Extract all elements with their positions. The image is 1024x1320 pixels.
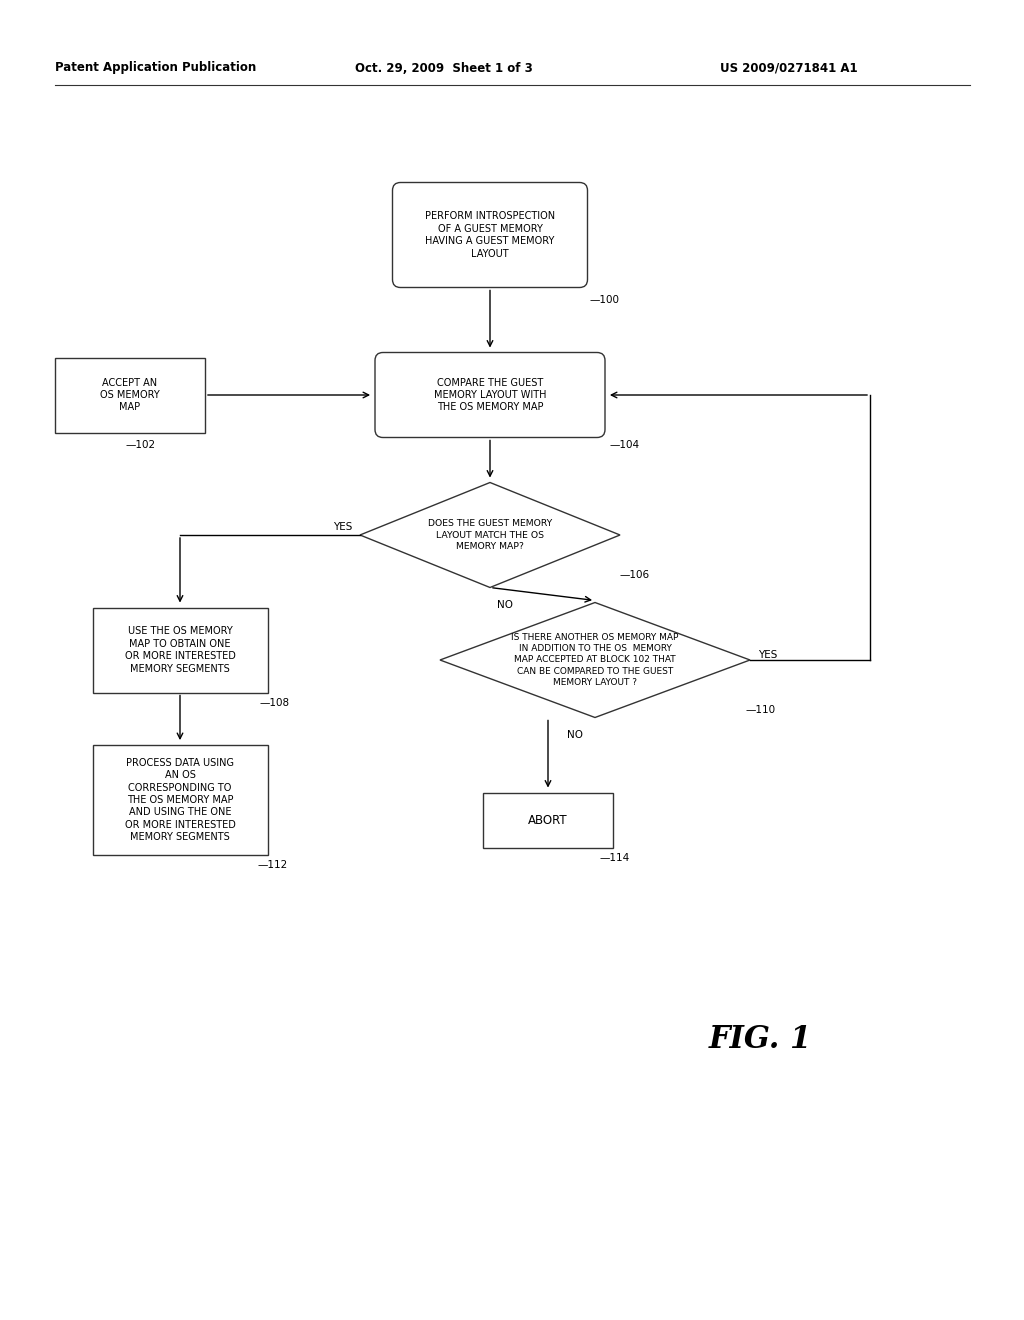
- Text: —114: —114: [600, 853, 630, 863]
- Text: FIG. 1: FIG. 1: [709, 1024, 812, 1056]
- Text: ACCEPT AN
OS MEMORY
MAP: ACCEPT AN OS MEMORY MAP: [100, 378, 160, 412]
- Text: —104: —104: [610, 440, 640, 450]
- Text: Oct. 29, 2009  Sheet 1 of 3: Oct. 29, 2009 Sheet 1 of 3: [355, 62, 532, 74]
- Text: —102: —102: [125, 440, 155, 450]
- Text: YES: YES: [333, 521, 352, 532]
- Bar: [483, 792, 613, 847]
- Text: Patent Application Publication: Patent Application Publication: [55, 62, 256, 74]
- Bar: [92, 607, 267, 693]
- Bar: [55, 358, 205, 433]
- Text: YES: YES: [758, 649, 777, 660]
- Text: —112: —112: [258, 861, 288, 870]
- Text: —106: —106: [620, 570, 650, 579]
- Text: US 2009/0271841 A1: US 2009/0271841 A1: [720, 62, 858, 74]
- Text: PERFORM INTROSPECTION
OF A GUEST MEMORY
HAVING A GUEST MEMORY
LAYOUT: PERFORM INTROSPECTION OF A GUEST MEMORY …: [425, 211, 555, 259]
- Bar: [92, 744, 267, 855]
- FancyBboxPatch shape: [375, 352, 605, 437]
- Text: DOES THE GUEST MEMORY
LAYOUT MATCH THE OS
MEMORY MAP?: DOES THE GUEST MEMORY LAYOUT MATCH THE O…: [428, 519, 552, 550]
- Text: —110: —110: [745, 705, 775, 715]
- Text: COMPARE THE GUEST
MEMORY LAYOUT WITH
THE OS MEMORY MAP: COMPARE THE GUEST MEMORY LAYOUT WITH THE…: [434, 378, 546, 412]
- Text: USE THE OS MEMORY
MAP TO OBTAIN ONE
OR MORE INTERESTED
MEMORY SEGMENTS: USE THE OS MEMORY MAP TO OBTAIN ONE OR M…: [125, 627, 236, 673]
- Text: —108: —108: [260, 698, 290, 708]
- Text: PROCESS DATA USING
AN OS
CORRESPONDING TO
THE OS MEMORY MAP
AND USING THE ONE
OR: PROCESS DATA USING AN OS CORRESPONDING T…: [125, 758, 236, 842]
- FancyBboxPatch shape: [392, 182, 588, 288]
- Text: —100: —100: [590, 294, 620, 305]
- Text: NO: NO: [567, 730, 583, 739]
- Text: IS THERE ANOTHER OS MEMORY MAP
IN ADDITION TO THE OS  MEMORY
MAP ACCEPTED AT BLO: IS THERE ANOTHER OS MEMORY MAP IN ADDITI…: [511, 634, 679, 686]
- Text: ABORT: ABORT: [528, 813, 568, 826]
- Polygon shape: [440, 602, 750, 718]
- Polygon shape: [360, 483, 620, 587]
- Text: NO: NO: [497, 599, 513, 610]
